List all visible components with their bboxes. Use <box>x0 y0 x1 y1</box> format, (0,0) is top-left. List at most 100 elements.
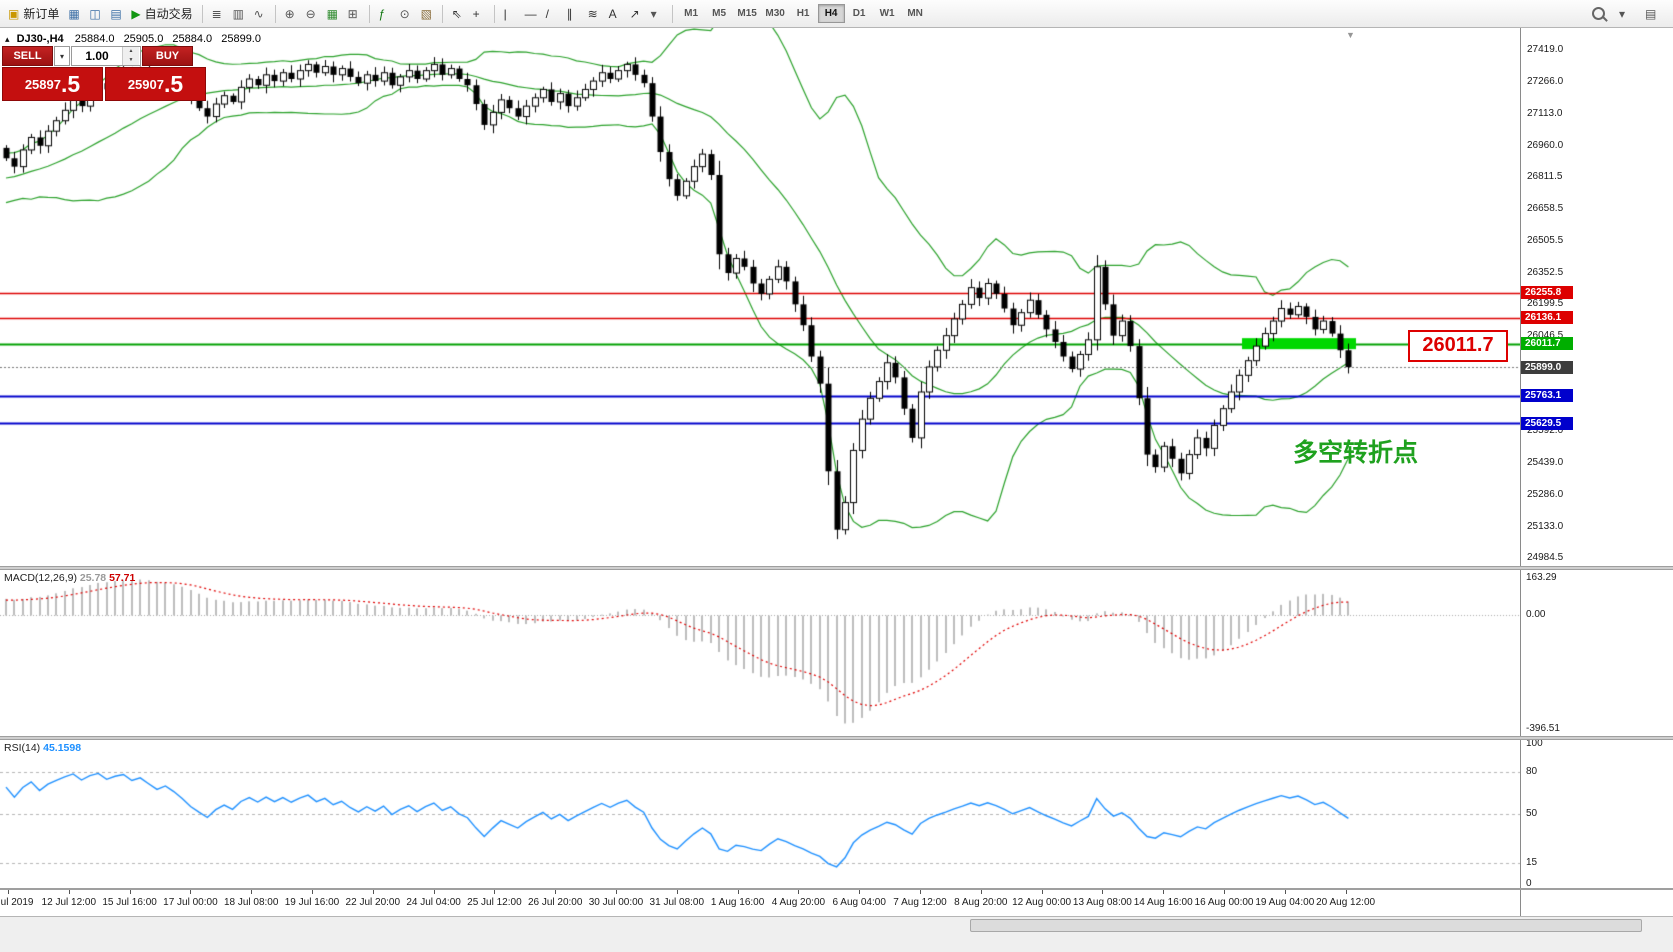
market-watch-button[interactable]: ▦ <box>64 4 84 24</box>
time-tick <box>920 890 921 894</box>
timeframe-m5[interactable]: M5 <box>706 4 733 23</box>
timeframe-h4[interactable]: H4 <box>817 4 845 23</box>
cursor-button[interactable]: ⇖ <box>448 4 468 24</box>
sell-price-button[interactable]: 25897.5 <box>2 67 103 101</box>
navigator-icon: ▤ <box>110 6 122 21</box>
price-level-tag: 26011.7 <box>1521 337 1573 351</box>
price-tick: 26505.5 <box>1527 234 1564 246</box>
timeframe-group: M1 M5 M15 M30 H1 H4 D1 W1 MN <box>678 4 929 23</box>
price-axis[interactable]: 27419.0 27266.0 27113.0 26960.0 26811.5 26658… <box>1521 28 1673 566</box>
shapes-dropdown[interactable]: ▾ <box>647 4 667 24</box>
line-chart-button[interactable]: ∿ <box>250 4 270 24</box>
indicators-button[interactable]: ƒ <box>375 4 395 24</box>
volume-down-button[interactable]: ▼ <box>123 56 139 65</box>
toolbar-separator <box>201 4 203 23</box>
price-tick: 26199.5 <box>1527 298 1564 310</box>
text-button[interactable]: A <box>605 4 625 24</box>
data-window-button[interactable]: ◫ <box>85 4 105 24</box>
buy-price-main: 25907 <box>127 76 164 92</box>
arrows-icon: ↗ <box>629 6 640 21</box>
toolbar-separator <box>671 4 673 23</box>
rsi-axis-tick: 80 <box>1526 766 1538 777</box>
volume-up-button[interactable]: ▲ <box>123 47 139 56</box>
time-tick <box>129 890 131 894</box>
volume-control: ▲ ▼ <box>71 46 141 66</box>
rsi-axis-tick: 0 <box>1526 878 1532 889</box>
toolbar: ▣ 新订单 ▦ ◫ ▤ ▶ 自动交易 ≣ ▥ ∿ ⊕ ⊖ ▦ ⊞ ƒ ⊙ ▧ ⇖ + | — / ∥ ≋ A ↗ ▾ M1 M5 M15… <box>0 0 1673 28</box>
time-label: 8 Aug 20:00 <box>954 897 1008 908</box>
zoom-out-button[interactable]: ⊖ <box>302 4 322 24</box>
main-chart-region: ▴ DJ30-,H4 25884.0 25905.0 25884.0 25899… <box>0 28 1673 566</box>
timeframe-h1[interactable]: H1 <box>790 4 817 23</box>
timeframe-m30[interactable]: M30 <box>762 4 789 23</box>
zoom-in-button[interactable]: ⊕ <box>281 4 301 24</box>
price-tick: 27266.0 <box>1527 75 1564 87</box>
time-label: 26 Jul 20:00 <box>527 897 583 908</box>
timeframe-w1[interactable]: W1 <box>874 4 901 23</box>
panel-separator[interactable] <box>0 736 1673 740</box>
price-callout-label[interactable]: 26011.7 <box>1408 329 1508 362</box>
time-tick <box>1224 890 1225 894</box>
macd-axis-zero: 0.00 <box>1526 608 1546 620</box>
trendline-button[interactable]: / <box>542 4 562 24</box>
data-window-icon: ◫ <box>89 6 101 21</box>
search-button[interactable] <box>1588 4 1609 24</box>
macd-canvas[interactable] <box>0 570 1520 736</box>
periods-button[interactable]: ⊙ <box>396 4 416 24</box>
horizontal-line-button[interactable]: — <box>521 4 541 24</box>
timeframe-m1[interactable]: M1 <box>678 4 705 23</box>
panel-separator[interactable] <box>0 566 1673 570</box>
buy-button[interactable]: BUY <box>142 46 193 66</box>
timeframe-mn[interactable]: MN <box>902 4 929 23</box>
chart-shift-marker-icon[interactable]: ▼ <box>1346 30 1355 40</box>
rsi-axis-tick: 50 <box>1526 808 1538 819</box>
fibonacci-icon: ≋ <box>587 6 598 21</box>
sell-button[interactable]: SELL <box>2 46 53 66</box>
vertical-line-button[interactable]: | <box>500 4 520 24</box>
crosshair-button[interactable]: + <box>469 4 489 24</box>
fibonacci-button[interactable]: ≋ <box>584 4 604 24</box>
chart-panels-button[interactable]: ▤ <box>1641 4 1661 24</box>
macd-signal-value: 57.71 <box>109 572 136 584</box>
volume-input[interactable] <box>72 47 122 65</box>
autotrading-button[interactable]: ▶ 自动交易 <box>127 4 196 24</box>
main-chart-canvas[interactable] <box>0 28 1520 566</box>
templates-button[interactable]: ▧ <box>417 4 437 24</box>
one-click-toggle[interactable]: ▴ <box>5 34 10 44</box>
navigator-button[interactable]: ▤ <box>106 4 126 24</box>
buy-price-button[interactable]: 25907.5 <box>105 67 206 101</box>
macd-label: MACD(12,26,9) 25.78 57.71 <box>4 572 136 584</box>
time-label: 13 Aug 08:00 <box>1072 897 1132 908</box>
time-axis[interactable]: 11 Jul 2019 12 Jul 12:00 15 Jul 16:00 17 Ju… <box>0 890 1673 916</box>
channel-icon: ∥ <box>566 6 573 21</box>
zoom-out-icon: ⊖ <box>305 6 316 21</box>
trendline-icon: / <box>545 6 549 21</box>
candlestick-chart-button[interactable]: ▥ <box>229 4 249 24</box>
rsi-canvas[interactable] <box>0 740 1520 888</box>
indicators-icon: ƒ <box>378 6 386 21</box>
toolbar-separator <box>441 4 443 23</box>
templates-icon: ▧ <box>420 6 432 21</box>
timeframe-d1[interactable]: D1 <box>846 4 873 23</box>
order-type-dropdown[interactable]: ▾ <box>54 46 70 66</box>
timeframe-m15[interactable]: M15 <box>734 4 761 23</box>
bar-high-value: 25905.0 <box>123 33 164 45</box>
time-tick <box>1102 890 1104 894</box>
bar-chart-icon: ≣ <box>211 6 222 21</box>
turning-point-annotation[interactable]: 多空转折点 <box>1293 439 1419 467</box>
chart-panels-button-icon: ▤ <box>1645 6 1657 21</box>
price-tick: 26811.5 <box>1527 170 1563 182</box>
auto-arrange-button[interactable]: ▦ <box>323 4 343 24</box>
horizontal-scrollbar[interactable] <box>970 919 1642 932</box>
arrows-button[interactable]: ↗ <box>626 4 646 24</box>
sell-price-pips: .5 <box>60 70 81 97</box>
bar-chart-button[interactable]: ≣ <box>208 4 228 24</box>
price-level-tag: 25629.5 <box>1521 416 1573 430</box>
bid-price-tag: 25899.0 <box>1521 360 1573 374</box>
search-dropdown[interactable]: ▾ <box>1615 4 1635 24</box>
grid-button[interactable]: ⊞ <box>344 4 364 24</box>
time-label: 4 Aug 20:00 <box>771 897 826 908</box>
channel-button[interactable]: ∥ <box>563 4 583 24</box>
new-order-button[interactable]: ▣ 新订单 <box>4 4 63 24</box>
